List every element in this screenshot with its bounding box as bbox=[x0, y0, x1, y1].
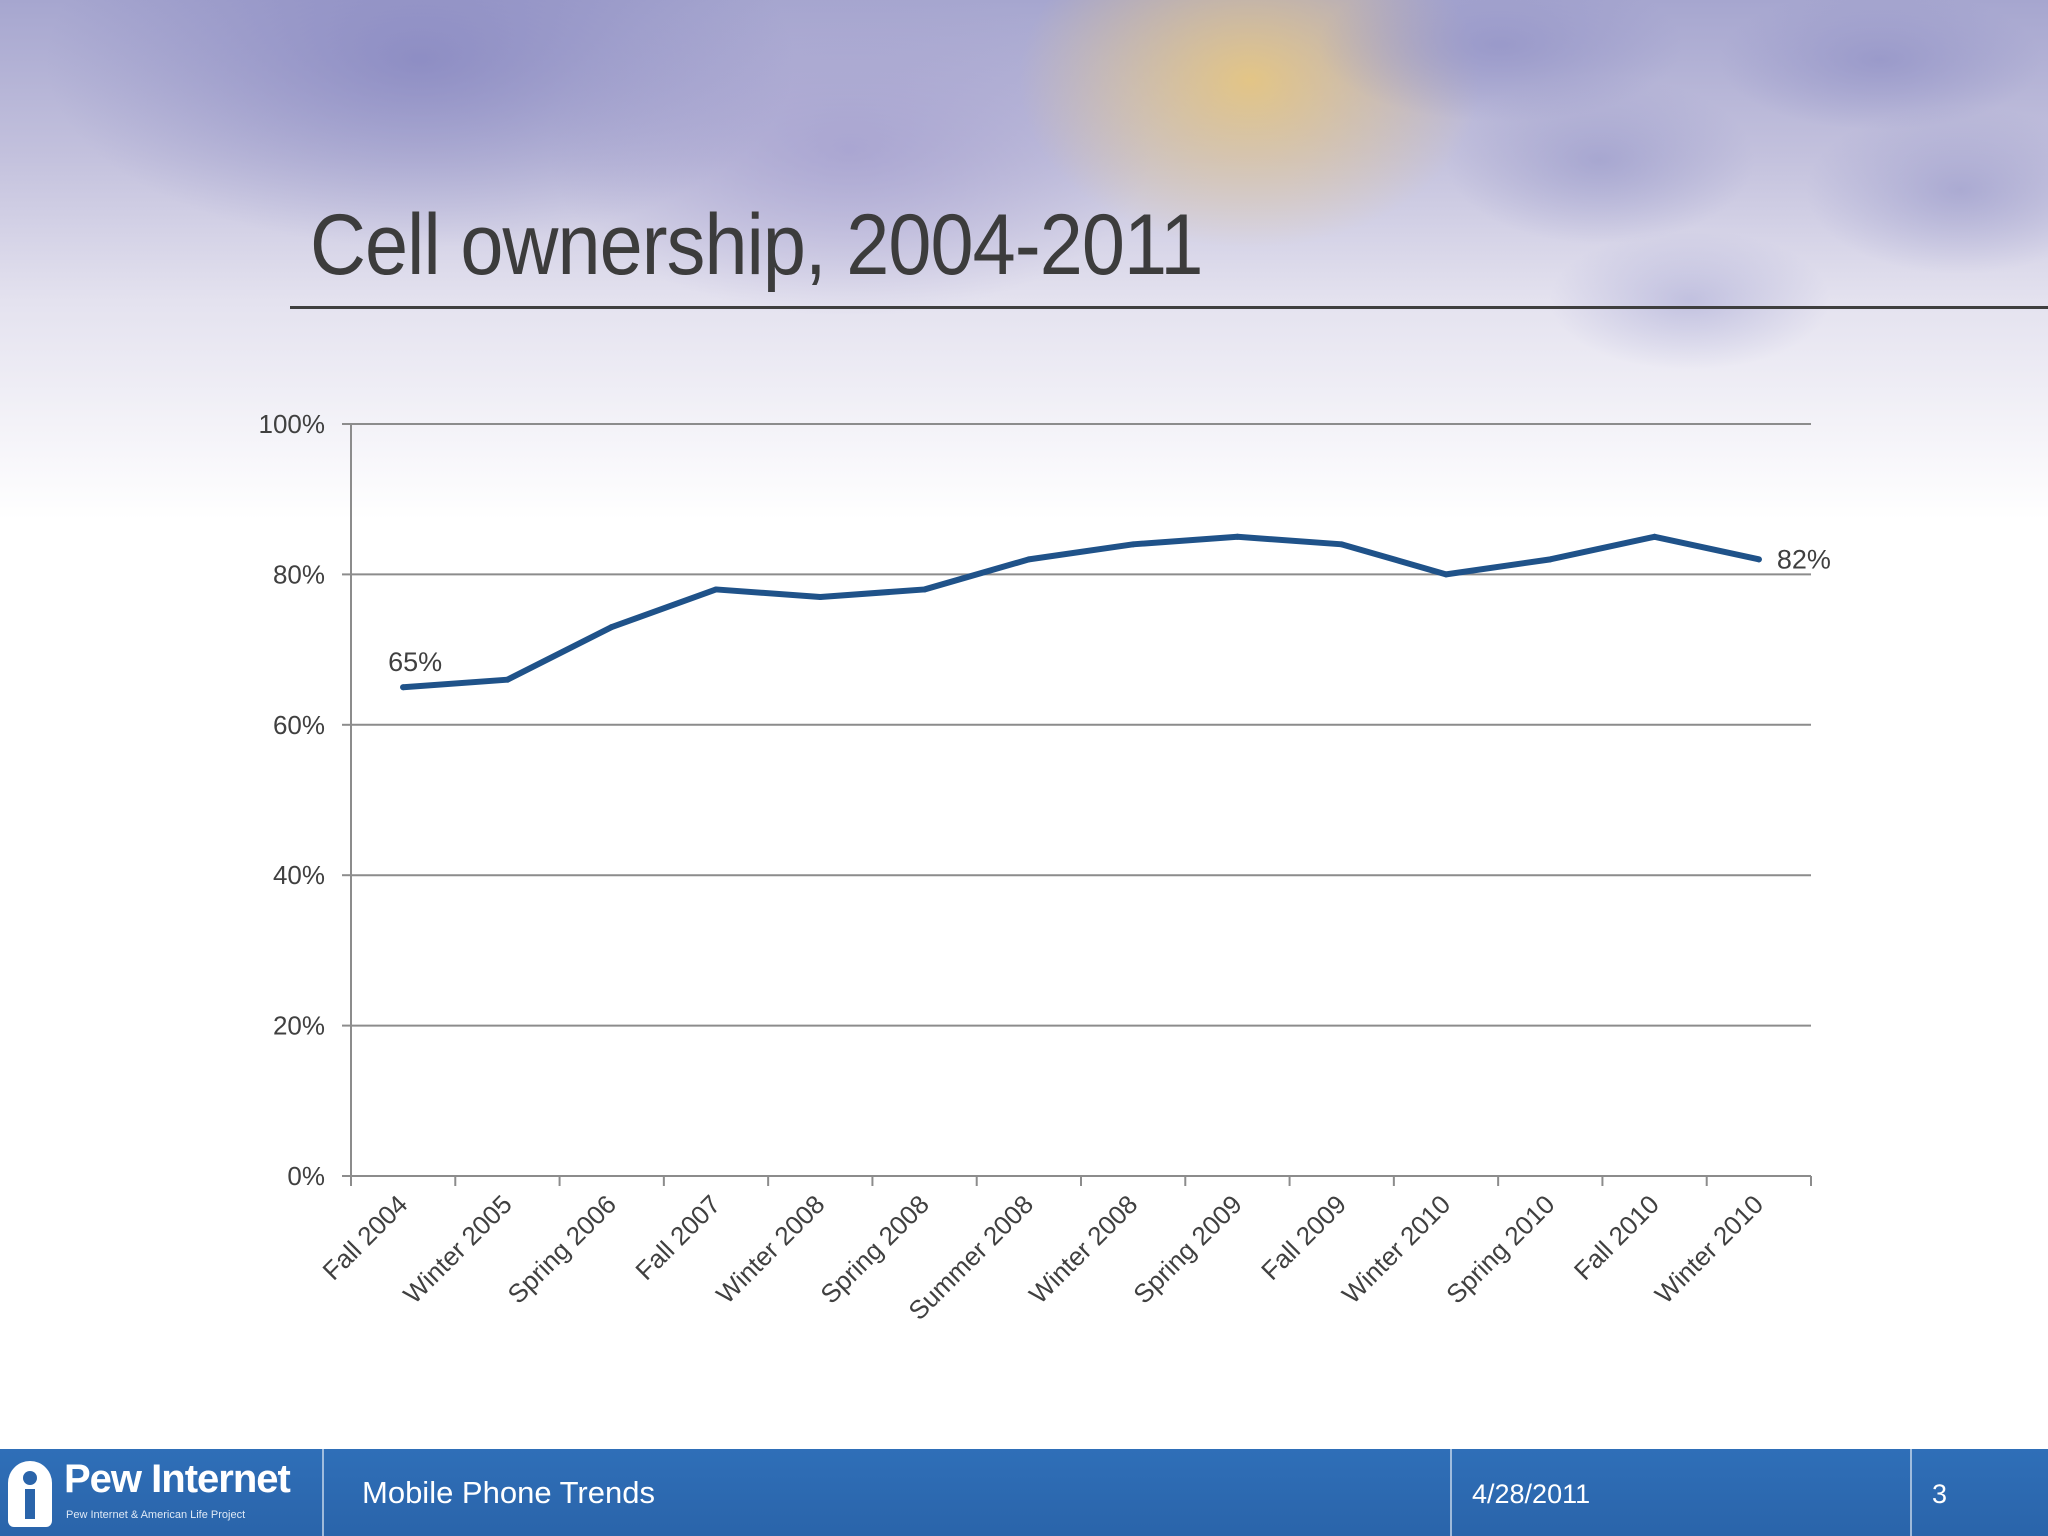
x-tick-label: Winter 2008 bbox=[1023, 1189, 1143, 1309]
data-point bbox=[1755, 556, 1762, 563]
slide-date: 4/28/2011 bbox=[1472, 1479, 1591, 1509]
footer-divider bbox=[1450, 1449, 1452, 1536]
data-label: 82% bbox=[1777, 544, 1831, 574]
title-underline bbox=[290, 306, 2048, 309]
x-tick-label: Fall 2004 bbox=[317, 1189, 414, 1286]
y-tick-label: 80% bbox=[273, 559, 325, 589]
y-tick-label: 40% bbox=[273, 860, 325, 890]
data-point bbox=[504, 676, 511, 683]
x-tick-label: Spring 2009 bbox=[1127, 1189, 1247, 1309]
footer-divider bbox=[1910, 1449, 1912, 1536]
y-tick-label: 60% bbox=[273, 710, 325, 740]
x-tick-label: Fall 2007 bbox=[629, 1189, 726, 1286]
y-tick-label: 100% bbox=[259, 409, 326, 439]
data-point bbox=[608, 624, 615, 631]
background-photo bbox=[0, 0, 2048, 520]
data-point bbox=[400, 684, 407, 691]
pew-logo-icon bbox=[8, 1461, 52, 1527]
x-tick-label: Spring 2010 bbox=[1440, 1189, 1560, 1309]
data-point bbox=[1234, 533, 1241, 540]
x-tick-label: Winter 2008 bbox=[710, 1189, 830, 1309]
data-point bbox=[1130, 541, 1137, 548]
data-point bbox=[1443, 571, 1449, 578]
data-point bbox=[1651, 533, 1658, 540]
data-point bbox=[713, 586, 719, 593]
x-tick-label: Winter 2010 bbox=[1649, 1189, 1769, 1309]
x-tick-label: Fall 2009 bbox=[1255, 1189, 1352, 1286]
presentation-title: Mobile Phone Trends bbox=[362, 1475, 655, 1510]
logo-name: Pew Internet bbox=[64, 1457, 291, 1501]
footer-divider bbox=[322, 1449, 324, 1536]
footer-bar: Pew Internet Pew Internet & American Lif… bbox=[0, 1449, 2048, 1536]
data-point bbox=[1338, 541, 1345, 548]
data-point bbox=[817, 593, 824, 600]
x-tick-label: Spring 2006 bbox=[502, 1189, 622, 1309]
data-point bbox=[921, 586, 928, 593]
x-tick-label: Fall 2010 bbox=[1568, 1189, 1665, 1286]
page-number: 3 bbox=[1932, 1479, 1948, 1509]
x-tick-label: Winter 2010 bbox=[1336, 1189, 1456, 1309]
data-label: 65% bbox=[388, 647, 442, 677]
x-tick-label: Winter 2005 bbox=[397, 1189, 517, 1309]
series-line bbox=[400, 533, 1762, 691]
y-tick-label: 20% bbox=[273, 1011, 325, 1041]
logo-subtitle: Pew Internet & American Life Project bbox=[66, 1509, 246, 1521]
data-point bbox=[1025, 556, 1032, 563]
data-point bbox=[1547, 556, 1554, 563]
slide-title: Cell ownership, 2004-2011 bbox=[310, 197, 1203, 293]
y-tick-label: 0% bbox=[287, 1161, 325, 1191]
